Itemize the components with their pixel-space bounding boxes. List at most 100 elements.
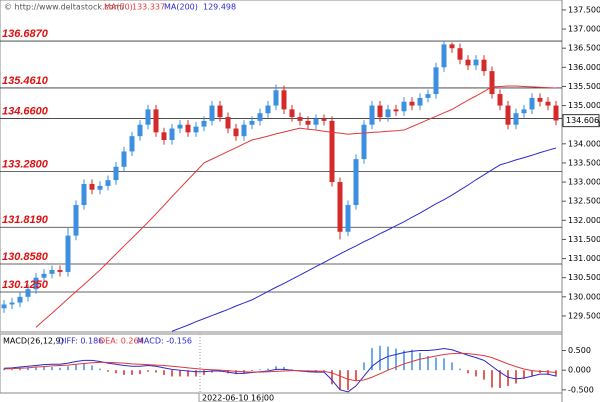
y-tick-label: 0.000	[568, 366, 591, 375]
candle-body	[481, 59, 487, 72]
level-label: 136.6870	[2, 28, 49, 40]
candle-body	[369, 105, 375, 125]
candle-body	[273, 90, 279, 106]
candle-body	[105, 180, 111, 186]
legend-entry: DEA: 0.264	[99, 337, 144, 346]
candle-body	[409, 101, 415, 106]
candle-body	[129, 136, 135, 152]
y-tick-label: 130.500	[568, 273, 600, 282]
y-tick-label: 131.000	[568, 254, 600, 263]
ma-name: MA(50)	[104, 3, 133, 12]
ma-value: 129.498	[203, 3, 236, 12]
y-tick-label: 131.500	[568, 235, 600, 244]
candle-body	[473, 59, 479, 66]
candle-body	[345, 205, 351, 232]
x-label-box	[198, 392, 264, 402]
candle-body	[377, 105, 383, 118]
level-label: 130.8580	[2, 251, 49, 263]
candle-body	[9, 302, 15, 305]
watermark: © http://www.deltastock.com/	[4, 3, 125, 12]
macd-plot	[3, 345, 557, 393]
candle-body	[1, 304, 7, 309]
y-tick-label: 136.500	[568, 44, 600, 53]
candle-body	[425, 94, 431, 98]
candle-body	[289, 109, 295, 118]
y-tick-label: 136.000	[568, 63, 600, 72]
y-tick-label: 137.000	[568, 25, 600, 34]
candle-body	[385, 109, 391, 118]
candle-body	[553, 105, 559, 121]
candle-body	[393, 109, 399, 112]
candle-body	[217, 105, 223, 118]
candle-body	[465, 59, 471, 66]
candle-body	[241, 124, 247, 137]
ma-line	[35, 85, 557, 328]
candle-body	[153, 109, 159, 133]
y-tick-label: 130.000	[568, 292, 600, 301]
level-label: 135.4610	[2, 75, 49, 87]
candle-body	[41, 273, 47, 278]
candle-body	[113, 166, 119, 181]
ma-line	[171, 147, 557, 332]
candle-body	[441, 44, 447, 68]
level-label: 130.1250	[2, 279, 49, 291]
candle-body	[337, 182, 343, 232]
candle-body	[17, 296, 23, 303]
ma-value: 133.337	[132, 3, 165, 12]
x-label: 2022-06-10 16:00	[202, 394, 274, 402]
candle-body	[305, 120, 311, 125]
candle-body	[433, 67, 439, 95]
candle-body	[225, 117, 231, 129]
candle-body	[201, 120, 207, 127]
level-label: 134.6600	[2, 105, 49, 117]
candle-body	[249, 120, 255, 125]
legend-entry: MACD: -0.156	[137, 337, 192, 346]
candle-body	[145, 109, 151, 125]
candle-body	[505, 105, 511, 125]
y-tick-label: -0.500	[568, 385, 594, 394]
level-label: 133.2800	[2, 158, 49, 170]
main-plot	[0, 40, 562, 332]
candle-body	[361, 124, 367, 160]
candle-body	[177, 124, 183, 129]
y-tick-label: 132.500	[568, 197, 600, 206]
candle-body	[137, 124, 143, 137]
candle-body	[97, 185, 103, 190]
macd-title: MACD(26,12,9)	[3, 337, 64, 346]
candle-body	[233, 128, 239, 137]
macd-line	[3, 352, 557, 382]
candle-body	[209, 105, 215, 121]
legend-entry: DIFF: 0.186	[58, 337, 103, 346]
candle-body	[417, 97, 423, 106]
candle-body	[265, 105, 271, 114]
candle-body	[161, 132, 167, 140]
candle-body	[497, 94, 503, 106]
y-tick-label: 133.000	[568, 178, 600, 187]
candle-body	[121, 151, 127, 167]
candle-body	[49, 270, 55, 274]
candle-body	[33, 277, 39, 290]
y-tick-label: 132.000	[568, 216, 600, 225]
candle-body	[81, 183, 87, 206]
candle-body	[401, 101, 407, 112]
candle-body	[25, 289, 31, 297]
y-tick-label: 137.500	[568, 5, 600, 14]
price-tag	[562, 114, 600, 128]
candle-body	[73, 205, 79, 236]
candle-body	[449, 44, 455, 49]
candle-body	[57, 270, 63, 272]
candle-body	[513, 113, 519, 125]
macd-panel	[0, 333, 563, 394]
candle-body	[89, 183, 95, 190]
candle-body	[65, 235, 71, 272]
candle-body	[297, 117, 303, 121]
candle-body	[321, 118, 327, 121]
price-tag-label: 134.606	[566, 116, 599, 125]
candle-body	[537, 97, 543, 102]
candle-body	[193, 126, 199, 133]
candle-body	[353, 159, 359, 206]
y-tick-label: 135.500	[568, 82, 600, 91]
candle-body	[281, 90, 287, 110]
candle-body	[169, 128, 175, 140]
